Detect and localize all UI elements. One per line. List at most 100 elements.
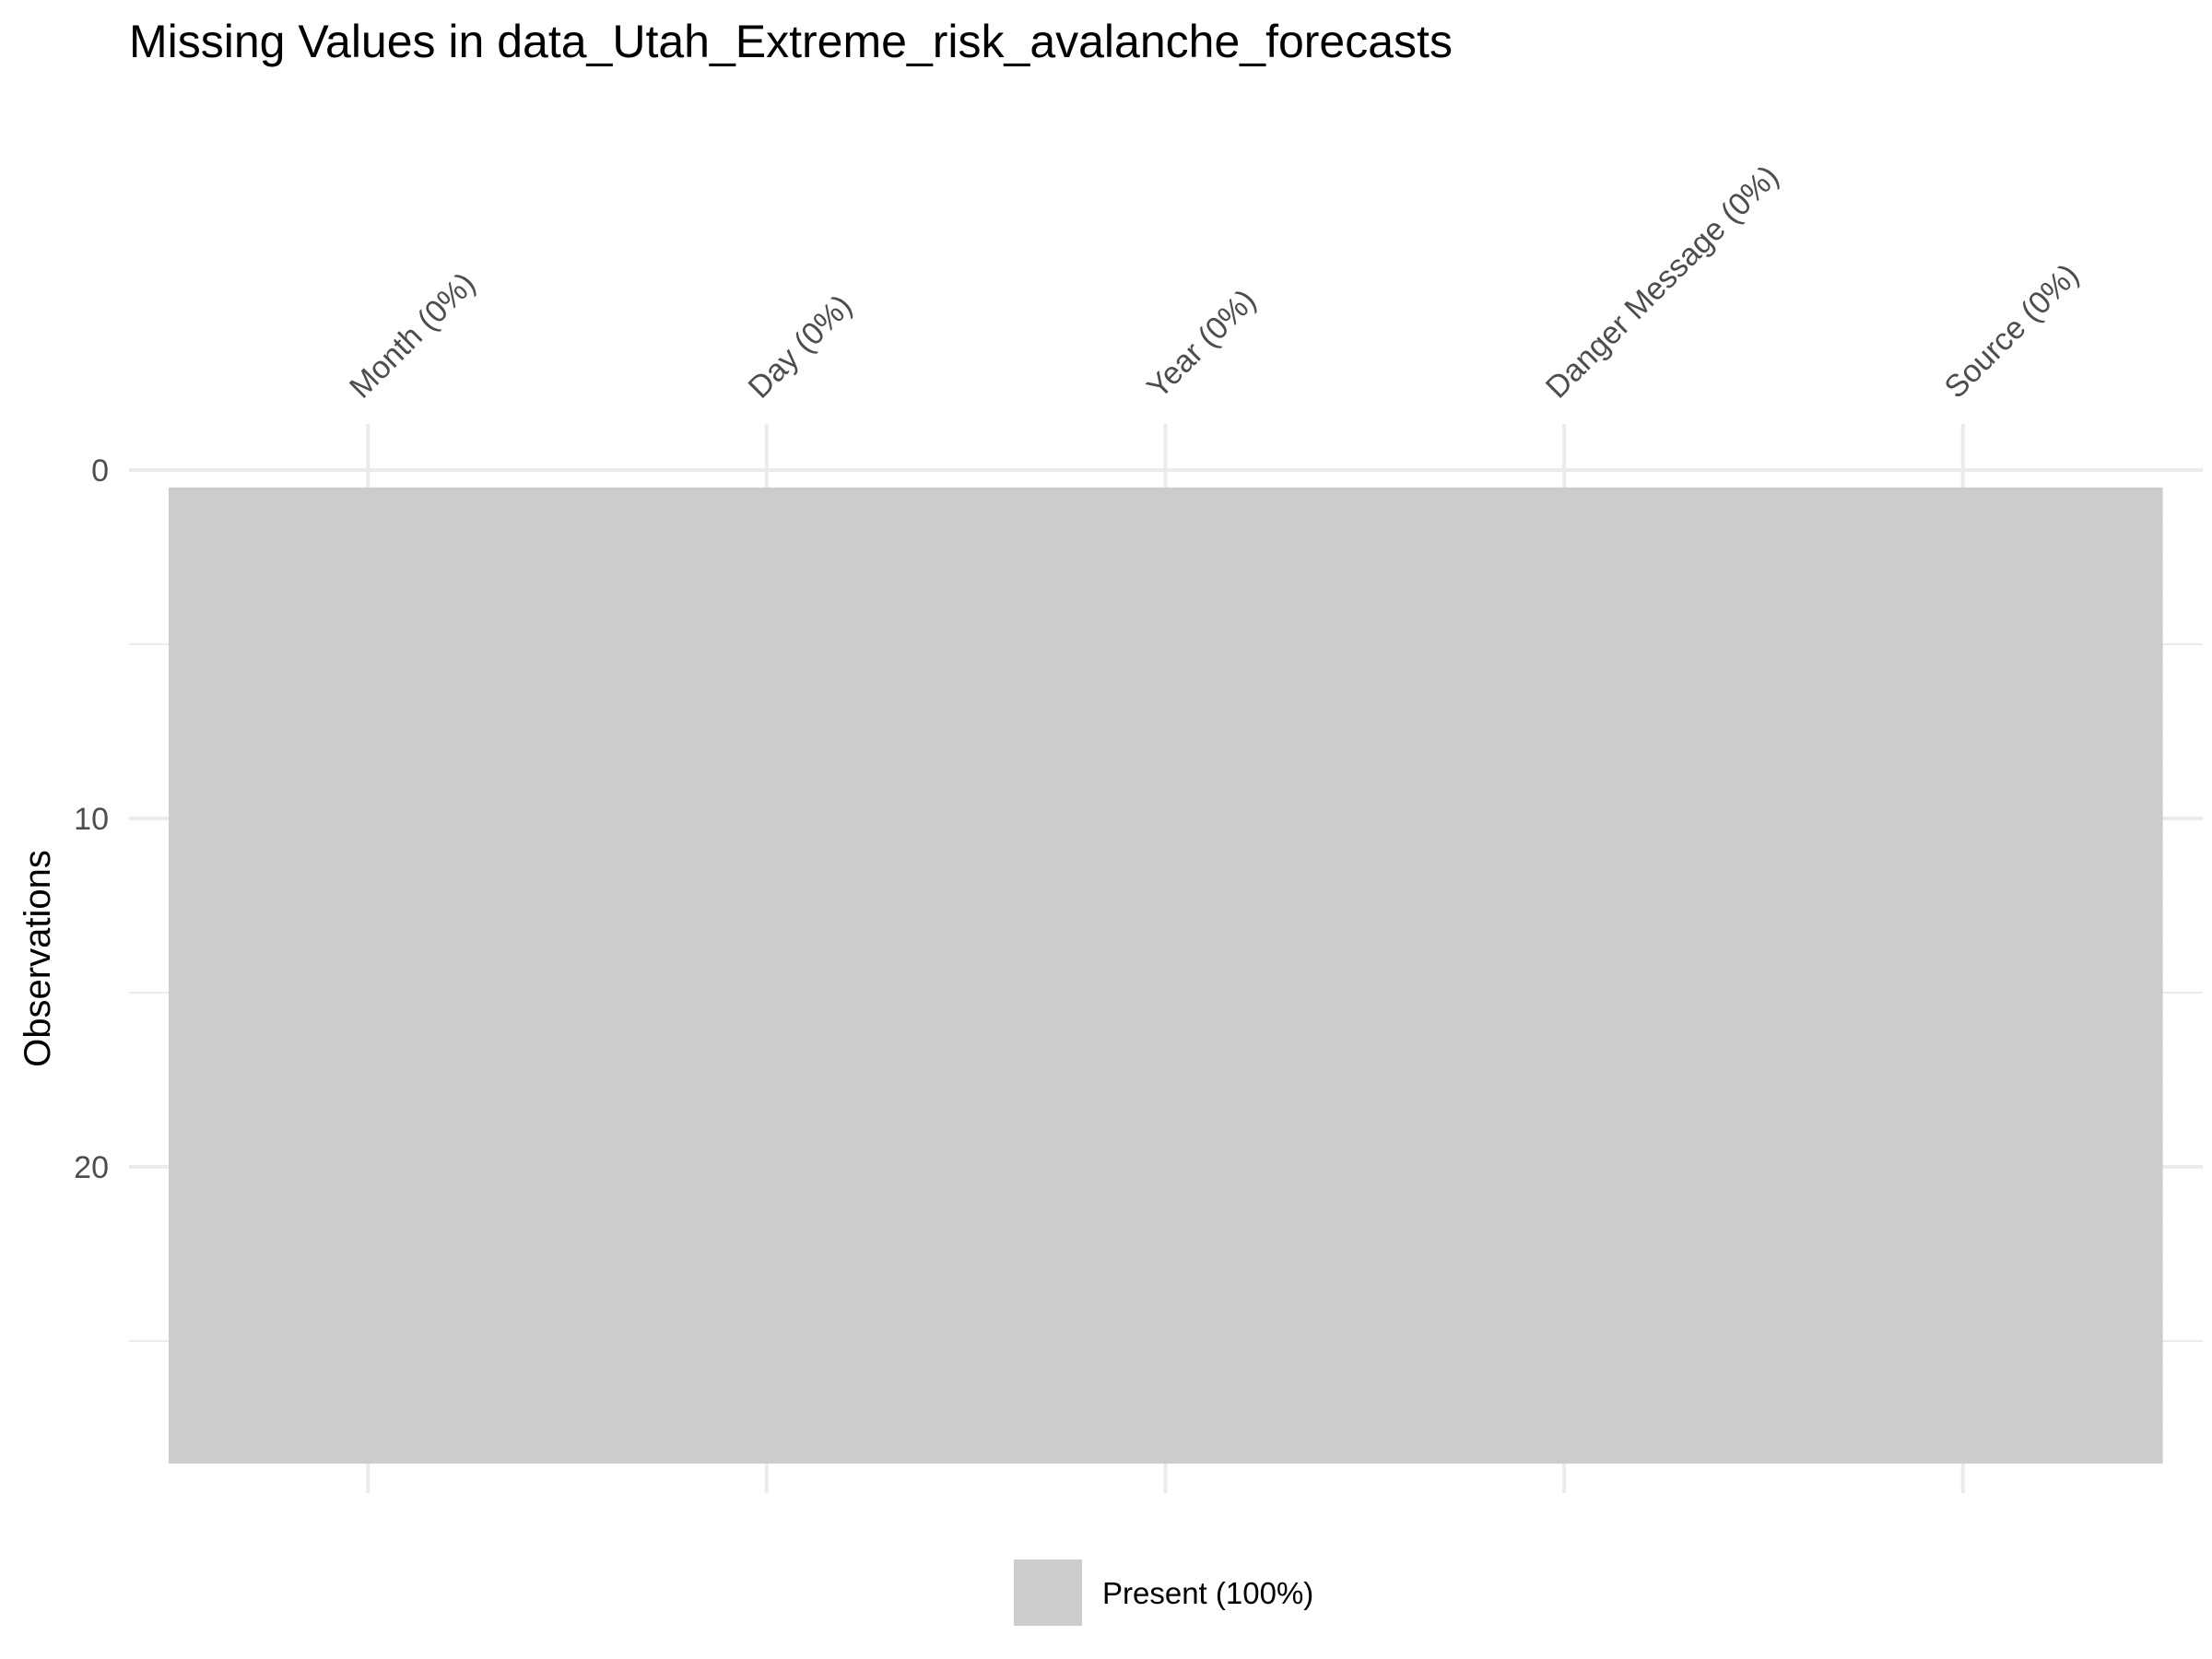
tile-present	[169, 1428, 569, 1464]
tile-present	[169, 766, 569, 802]
tile-present	[1364, 487, 1764, 524]
tile-present	[1763, 766, 2163, 802]
tile-present	[567, 1114, 967, 1150]
tile-present	[1364, 592, 1764, 628]
tile-present	[169, 522, 569, 559]
tile-present	[966, 557, 1366, 593]
tile-present	[169, 1324, 569, 1359]
tile-present	[169, 1149, 569, 1185]
tile-present	[1763, 1079, 2163, 1115]
tile-present	[1364, 940, 1764, 976]
tile-present	[966, 1114, 1366, 1150]
tile-present	[1763, 696, 2163, 733]
tile-present	[1763, 1253, 2163, 1289]
tile-present	[169, 1358, 569, 1394]
tile-present	[1364, 1218, 1764, 1255]
tile-present	[169, 1253, 569, 1289]
tile-present	[1763, 975, 2163, 1011]
tile-present	[1763, 627, 2163, 663]
tile-present	[1763, 1218, 2163, 1255]
tile-present	[567, 487, 967, 524]
tile-present	[169, 905, 569, 941]
legend-label-present: Present (100%)	[1102, 1576, 1313, 1610]
tile-present	[1364, 905, 1764, 941]
tile-present	[1763, 592, 2163, 628]
tile-present	[966, 1358, 1366, 1394]
tile-present	[1364, 1079, 1764, 1115]
y-tick-labels: 0 10 20	[74, 453, 109, 1185]
tile-present	[966, 1288, 1366, 1324]
tile-present	[1763, 557, 2163, 593]
tile-present	[966, 801, 1366, 837]
tile-present	[1364, 1428, 1764, 1464]
tile-present	[1763, 835, 2163, 872]
tile-present	[567, 1183, 967, 1220]
tile-present	[966, 1079, 1366, 1115]
tile-present	[567, 661, 967, 698]
tile-present	[966, 835, 1366, 872]
tile-present	[169, 975, 569, 1011]
tile-present	[1364, 696, 1764, 733]
x-tick-label: Year (0%)	[1140, 283, 1263, 406]
tile-present	[1364, 1183, 1764, 1220]
tile-present	[169, 1079, 569, 1115]
tile-present	[1364, 1393, 1764, 1430]
tile-present	[567, 627, 967, 663]
y-tick-label: 0	[91, 453, 109, 488]
tile-present	[1763, 1183, 2163, 1220]
tile-present	[169, 1044, 569, 1081]
tile-present	[1763, 905, 2163, 941]
tile-present	[567, 975, 967, 1011]
tile-present	[966, 592, 1366, 628]
legend-swatch-present	[1014, 1559, 1082, 1626]
tile-present	[567, 870, 967, 907]
tile-present	[966, 975, 1366, 1011]
tile-present	[567, 557, 967, 593]
tile-present	[1763, 940, 2163, 976]
tile-present	[1364, 627, 1764, 663]
tile-present	[1364, 1114, 1764, 1150]
tile-present	[169, 627, 569, 663]
data-tiles	[169, 487, 2163, 1464]
tile-present	[1763, 661, 2163, 698]
tile-present	[169, 1393, 569, 1430]
tile-present	[1364, 522, 1764, 559]
tile-present	[1364, 1288, 1764, 1324]
tile-present	[169, 696, 569, 733]
tile-present	[169, 870, 569, 907]
tile-present	[966, 1428, 1366, 1464]
tile-present	[169, 940, 569, 976]
tile-present	[966, 1183, 1366, 1220]
tile-present	[966, 487, 1366, 524]
tile-present	[966, 696, 1366, 733]
tile-present	[1763, 731, 2163, 767]
tile-present	[966, 1009, 1366, 1046]
tile-present	[567, 766, 967, 802]
tile-present	[567, 1428, 967, 1464]
y-tick-label: 20	[74, 1150, 109, 1185]
tile-present	[169, 801, 569, 837]
tile-present	[567, 1288, 967, 1324]
tile-present	[966, 731, 1366, 767]
tile-present	[1763, 1358, 2163, 1394]
legend: Present (100%)	[1014, 1559, 1313, 1626]
tile-present	[567, 835, 967, 872]
x-tick-label: Month (0%)	[343, 266, 482, 406]
tile-present	[567, 1044, 967, 1081]
tile-present	[567, 731, 967, 767]
tile-present	[567, 696, 967, 733]
tile-present	[1763, 1324, 2163, 1359]
tile-present	[1763, 1288, 2163, 1324]
tile-present	[966, 661, 1366, 698]
tile-present	[966, 1324, 1366, 1359]
tile-present	[966, 1218, 1366, 1255]
tile-present	[966, 1149, 1366, 1185]
tile-present	[1364, 1009, 1764, 1046]
tile-present	[169, 592, 569, 628]
tile-present	[966, 1393, 1366, 1430]
tile-present	[567, 940, 967, 976]
tile-present	[1763, 1044, 2163, 1081]
tile-present	[1364, 1358, 1764, 1394]
tile-present	[966, 905, 1366, 941]
tile-present	[567, 1218, 967, 1255]
